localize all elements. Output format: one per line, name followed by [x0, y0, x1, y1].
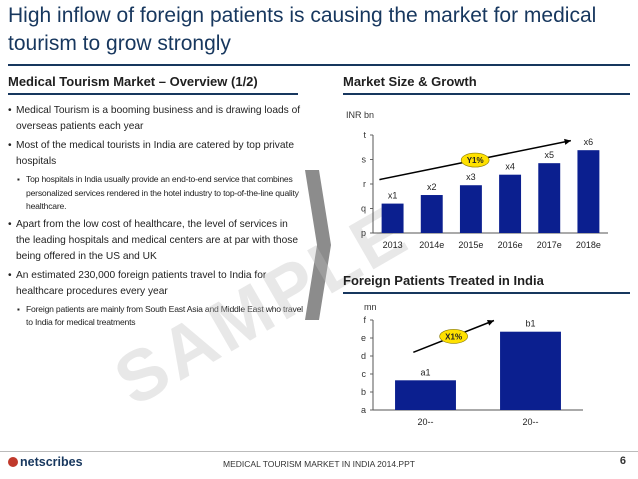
y-tick-label: q — [361, 204, 366, 214]
x-tick-label: 2018e — [576, 240, 601, 250]
overview-bullets: Medical Tourism is a booming business an… — [8, 103, 304, 333]
bar — [577, 150, 600, 233]
bar-data-label: a1 — [420, 367, 430, 377]
bar-data-label: x2 — [427, 182, 437, 192]
unit-label: INR bn — [346, 110, 374, 120]
title-divider — [8, 64, 630, 66]
bar-data-label: x4 — [505, 162, 515, 172]
logo-mark-icon — [8, 457, 18, 467]
unit-label: mn — [364, 302, 377, 312]
page-title: High inflow of foreign patients is causi… — [8, 4, 597, 55]
y-tick-label: a — [361, 405, 366, 415]
y-tick-label: r — [363, 179, 366, 189]
y-tick-label: c — [362, 369, 367, 379]
bar — [538, 163, 561, 233]
growth-badge — [439, 329, 468, 344]
market-size-heading: Market Size & Growth — [343, 74, 477, 89]
bar — [420, 195, 443, 233]
bullet-item: Most of the medical tourists in India ar… — [8, 138, 304, 170]
x-tick-label: 2013 — [383, 240, 403, 250]
chevron-arrow-icon — [305, 170, 331, 320]
netscribes-logo: netscribes — [8, 455, 83, 469]
bullet-item: An estimated 230,000 foreign patients tr… — [8, 268, 304, 300]
growth-badge-label: Y1% — [467, 156, 484, 165]
x-tick-label: 20-- — [417, 417, 433, 427]
growth-badge-label: X1% — [445, 332, 462, 341]
x-tick-label: 2014e — [419, 240, 444, 250]
bar — [500, 331, 561, 410]
market-size-divider — [343, 93, 630, 95]
bullet-item: Medical Tourism is a booming business an… — [8, 103, 304, 135]
page-number: 6 — [619, 455, 626, 467]
bar-data-label: x6 — [584, 137, 594, 147]
overview-heading: Medical Tourism Market – Overview (1/2) — [8, 74, 258, 89]
x-tick-label: 2017e — [537, 240, 562, 250]
growth-badge — [460, 152, 490, 168]
foreign-patients-divider — [343, 292, 630, 294]
bar — [381, 203, 404, 233]
footer-divider — [0, 451, 638, 452]
bar-data-label: b1 — [525, 319, 535, 329]
x-tick-label: 2015e — [458, 240, 483, 250]
bar-data-label: x5 — [544, 150, 554, 160]
bar — [459, 185, 482, 233]
y-tick-label: t — [363, 130, 366, 140]
growth-arrow-head-icon — [564, 138, 571, 145]
y-tick-label: b — [361, 387, 366, 397]
bullet-item: Apart from the low cost of healthcare, t… — [8, 217, 304, 265]
growth-arrow-head-icon — [486, 319, 494, 326]
bar — [395, 380, 456, 410]
overview-divider — [8, 93, 298, 95]
x-tick-label: 2016e — [498, 240, 523, 250]
bar — [499, 174, 522, 233]
bar-data-label: x3 — [466, 172, 476, 182]
y-tick-label: f — [363, 315, 366, 325]
document-name: MEDICAL TOURISM MARKET IN INDIA 2014.PPT — [223, 459, 415, 469]
foreign-patients-heading: Foreign Patients Treated in India — [343, 273, 544, 288]
x-tick-label: 20-- — [522, 417, 538, 427]
sub-bullet-item: Foreign patients are mainly from South E… — [8, 303, 304, 330]
market-size-chart: INR bn p q r s t x1 2013 x2 2014e x3 2015e x4 2016e x5… — [346, 110, 608, 250]
bar-data-label: x1 — [388, 191, 398, 201]
sub-bullet-item: Top hospitals in India usually provide a… — [8, 173, 304, 214]
y-tick-label: p — [361, 228, 366, 238]
logo-text: netscribes — [20, 455, 83, 469]
y-tick-label: s — [362, 155, 367, 165]
y-tick-label: d — [361, 351, 366, 361]
y-tick-label: e — [361, 333, 366, 343]
